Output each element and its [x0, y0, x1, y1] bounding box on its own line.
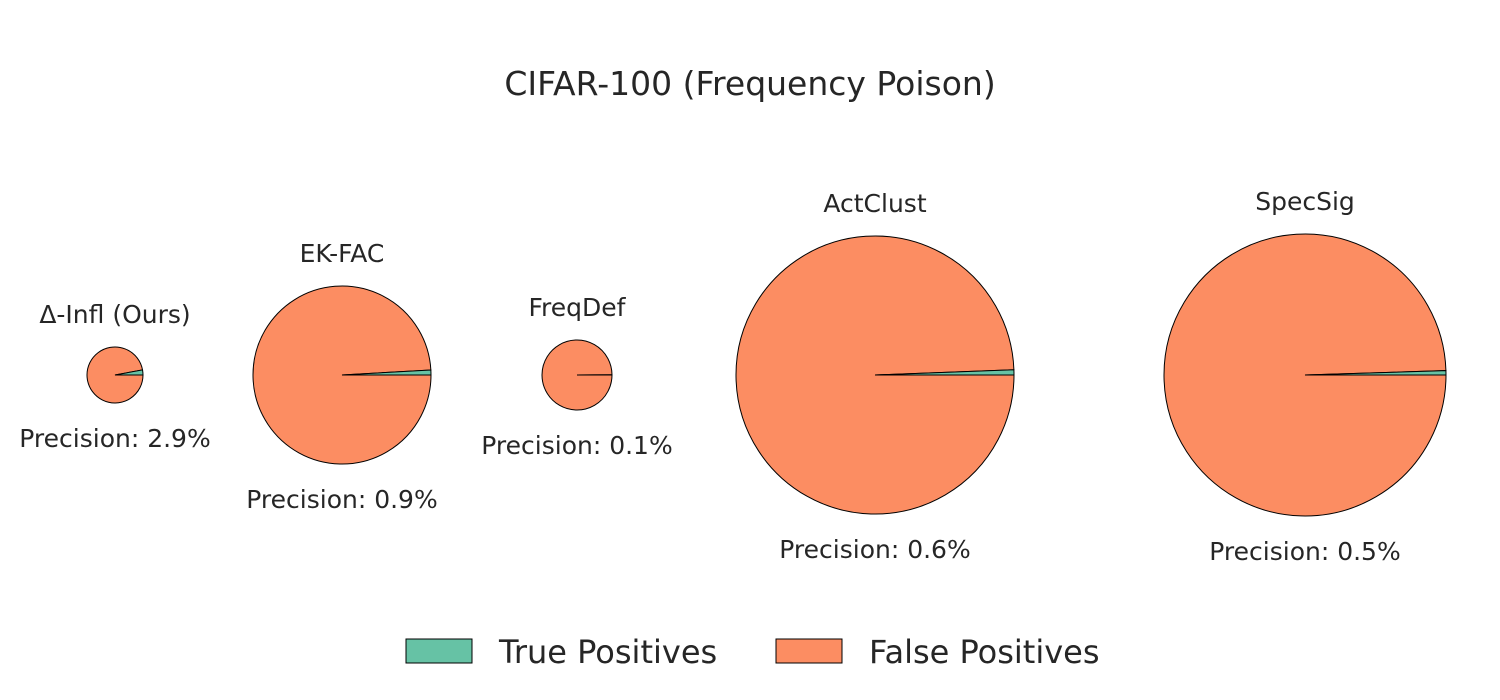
chart-title: CIFAR-100 (Frequency Poison): [504, 64, 995, 103]
precision-label-actclust: Precision: 0.6%: [779, 535, 970, 564]
legend-swatch-true-positives: [405, 638, 473, 664]
precision-label-infl-ours: Precision: 2.9%: [19, 424, 210, 453]
slice-true-positives-specsig: [1304, 370, 1447, 376]
slice-true-positives-ek-fac: [341, 369, 432, 376]
pies-group: Δ-Infl (Ours) Precision: 2.9% EK-FAC Precis…: [19, 187, 1447, 566]
legend-label-false-positives: False Positives: [869, 633, 1100, 671]
precision-label-ek-fac: Precision: 0.9%: [246, 485, 437, 514]
slice-true-positives-actclust: [874, 369, 1015, 376]
legend-swatch-false-positives: [775, 638, 843, 664]
pie-title-infl-ours: Δ-Infl (Ours): [39, 300, 190, 329]
pie-infl-ours: Δ-Infl (Ours) Precision: 2.9%: [19, 300, 210, 453]
precision-label-freqdef: Precision: 0.1%: [481, 431, 672, 460]
precision-label-specsig: Precision: 0.5%: [1209, 537, 1400, 566]
pie-title-ek-fac: EK-FAC: [300, 239, 385, 268]
pie-freqdef: FreqDef Precision: 0.1%: [481, 293, 672, 460]
pie-title-specsig: SpecSig: [1255, 187, 1355, 216]
pie-title-actclust: ActClust: [823, 189, 926, 218]
pie-ek-fac: EK-FAC Precision: 0.9%: [246, 239, 437, 514]
pie-title-freqdef: FreqDef: [529, 293, 627, 322]
legend: True Positives False Positives: [405, 633, 1100, 671]
legend-label-true-positives: True Positives: [498, 633, 717, 671]
slice-true-positives-infl-ours: [114, 369, 144, 376]
pie-actclust: ActClust Precision: 0.6%: [735, 189, 1015, 564]
pie-specsig: SpecSig Precision: 0.5%: [1163, 187, 1447, 566]
